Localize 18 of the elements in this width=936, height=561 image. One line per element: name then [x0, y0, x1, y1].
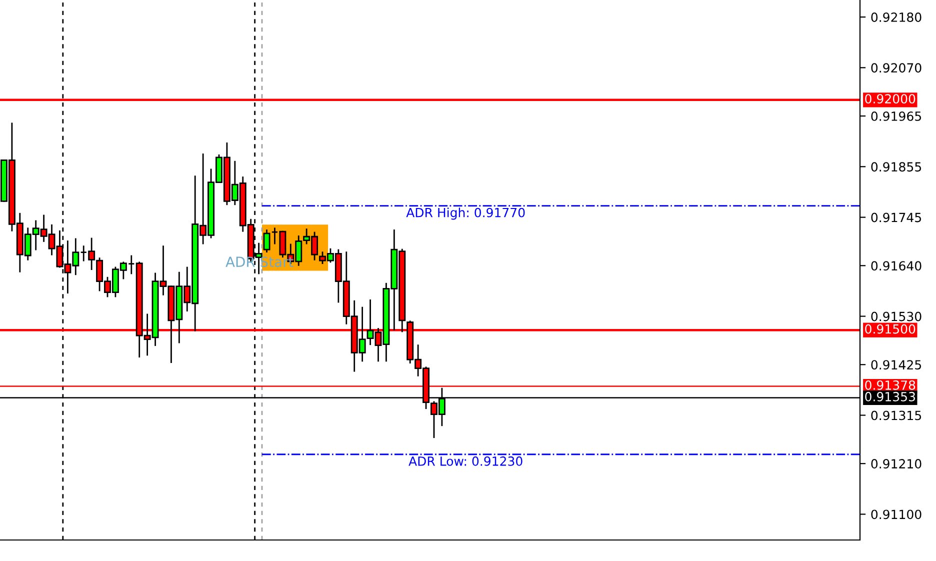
ref-line-label: 0.91353 [865, 392, 915, 402]
y-tick-label: 0.91965 [871, 111, 922, 121]
y-tick-label: 0.92180 [871, 12, 922, 22]
ref-line-label: ADR High: 0.91770 [406, 208, 525, 220]
ref-line-label: 0.91500 [865, 324, 916, 334]
y-tick-label: 0.91745 [871, 212, 922, 222]
y-tick-label: 0.91425 [871, 360, 922, 370]
y-tick-label: 0.91640 [871, 261, 922, 271]
y-tick-label: 0.91315 [871, 410, 922, 420]
y-tick-label: 0.91210 [871, 459, 922, 469]
candlestick [263, 229, 270, 253]
y-tick-label: 0.91100 [871, 510, 922, 520]
ref-line-label: 0.91378 [865, 380, 916, 390]
ref-line-label: 0.92000 [865, 94, 916, 104]
y-tick-label: 0.92070 [871, 63, 922, 73]
y-tick-label: 0.91855 [871, 162, 922, 172]
ref-line-label: ADR Low: 0.91230 [408, 456, 522, 466]
y-tick-label: 0.91530 [871, 312, 922, 322]
